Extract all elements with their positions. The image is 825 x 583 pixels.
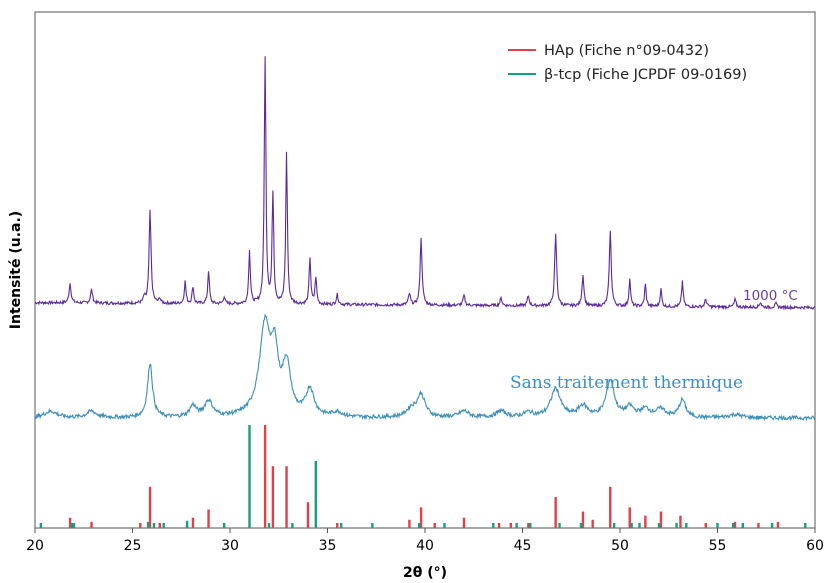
series-untreated-line <box>34 313 816 422</box>
tcp-reference-lines <box>39 425 807 528</box>
x-tick-label-60: 60 <box>806 538 824 554</box>
legend-tcp-label: β-tcp (Fiche JCPDF 09-0169) <box>544 67 747 83</box>
legend-hap-label: HAp (Fiche n°09-0432) <box>544 43 709 59</box>
annotation-untreated: Sans traitement thermique <box>510 373 743 393</box>
x-axis-ticks: 20 25 30 35 40 45 50 55 60 <box>26 528 824 554</box>
x-tick-label-35: 35 <box>319 538 337 554</box>
x-tick-label-40: 40 <box>416 538 434 554</box>
hap-reference-lines <box>68 425 780 528</box>
x-tick-label-45: 45 <box>514 538 532 554</box>
legend: HAp (Fiche n°09-0432) β-tcp (Fiche JCPDF… <box>508 43 747 83</box>
annotation-1000c: 1000 °C <box>743 288 798 304</box>
x-tick-label-20: 20 <box>26 538 44 554</box>
y-axis-label: Intensité (u.a.) <box>8 211 24 329</box>
series-1000c-line <box>34 56 816 311</box>
x-axis-label: 2θ (°) <box>403 565 447 581</box>
x-tick-label-25: 25 <box>124 538 142 554</box>
x-tick-label-55: 55 <box>709 538 727 554</box>
x-tick-label-50: 50 <box>611 538 629 554</box>
x-tick-label-30: 30 <box>221 538 239 554</box>
